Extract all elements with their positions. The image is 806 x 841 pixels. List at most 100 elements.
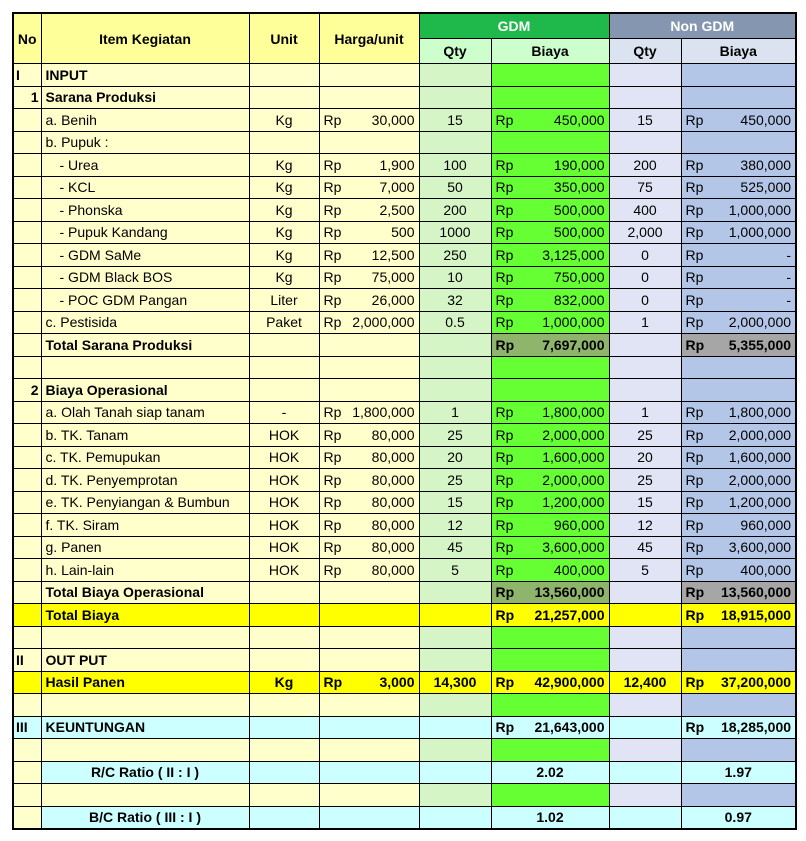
table-row: - GDM SaMe Kg Rp 12,500 250 Rp 3,125,000 0 Rp - [12,243,797,267]
gdm-qty-cell [418,805,492,829]
amount: 1,000,000 [728,201,792,218]
non-gdm-cost-cell [680,738,797,762]
amount: - [786,246,792,263]
money: Rp 37,200,000 [686,674,792,690]
gdm-qty-cell: 20 [418,445,492,469]
currency: Rp [323,426,342,443]
non-gdm-cost-cell [680,63,797,87]
amount: 3,600,000 [728,539,792,556]
money: Rp 80,000 [324,427,415,443]
amount: 400,000 [553,561,605,578]
table-row: Total Biaya Rp 21,257,000 Rp 18,915,000 [12,603,797,627]
table-row: II OUT PUT [12,648,797,672]
money: Rp 190,000 [496,157,605,173]
unit-cell: Kg [248,670,320,694]
money: Rp 960,000 [496,517,605,533]
non-gdm-qty-cell: 45 [608,535,682,559]
non-gdm-qty-cell: 12,400 [608,670,682,694]
table-row: - KCL Kg Rp 7,000 50 Rp 350,000 75 Rp 525,000 [12,175,797,199]
unit-cell: Kg [248,175,320,199]
price-cell [318,580,420,604]
item-cell: - Phonska [40,198,250,222]
unit-cell [248,580,320,604]
unit-cell: Kg [248,243,320,267]
non-gdm-qty-cell: 400 [608,198,682,222]
non-gdm-cost-cell: Rp 1,200,000 [680,490,797,514]
gdm-cost-cell: Rp 500,000 [490,198,610,222]
amount: 3,125,000 [542,246,605,263]
currency: Rp [495,156,514,173]
gdm-cost-cell: Rp 2,000,000 [490,468,610,492]
money: Rp 1,000,000 [496,314,605,330]
amount: 5,355,000 [728,336,792,353]
currency: Rp [323,291,342,308]
item-cell: d. TK. Penyemprotan [40,468,250,492]
header-price: Harga/unit [318,12,420,64]
no-cell [12,805,42,829]
money: Rp 3,600,000 [496,539,605,555]
gdm-cost-cell: 2.02 [490,760,610,784]
unit-cell [248,63,320,87]
non-gdm-qty-cell: 5 [608,558,682,582]
amount: 3,600,000 [542,539,605,556]
unit-cell [248,85,320,109]
no-cell [12,288,42,312]
gdm-qty-cell [418,355,492,379]
non-gdm-qty-cell [608,760,682,784]
non-gdm-cost-cell: Rp 5,355,000 [680,333,797,357]
currency: Rp [495,494,514,511]
amount: 3,000 [379,674,415,691]
gdm-qty-cell [418,738,492,762]
item-cell: B/C Ratio ( III : I ) [40,805,250,829]
non-gdm-qty-cell [608,63,682,87]
gdm-cost-cell: 1.02 [490,805,610,829]
header-non-gdm-cost: Biaya [680,38,797,64]
non-gdm-cost-cell: Rp 380,000 [680,153,797,177]
price-cell: Rp 75,000 [318,265,420,289]
currency: Rp [495,111,514,128]
no-cell [12,738,42,762]
item-cell [40,625,250,649]
table-row: - Pupuk Kandang Kg Rp 500 1000 Rp 500,000 2,000… [12,220,797,244]
non-gdm-qty-cell [608,130,682,154]
money: Rp 450,000 [496,112,605,128]
non-gdm-qty-cell [608,738,682,762]
non-gdm-qty-cell: 200 [608,153,682,177]
no-cell [12,220,42,244]
item-cell: Biaya Operasional [40,378,250,402]
currency: Rp [495,561,514,578]
gdm-qty-cell: 45 [418,535,492,559]
item-cell: h. Lain-lain [40,558,250,582]
gdm-qty-cell [418,63,492,87]
gdm-cost-cell: Rp 1,000,000 [490,310,610,334]
gdm-cost-cell [490,63,610,87]
non-gdm-qty-cell: 1 [608,310,682,334]
no-cell [12,175,42,199]
header-unit: Unit [248,12,320,64]
amount: 42,900,000 [534,674,605,691]
amount: - [786,269,792,286]
currency: Rp [323,246,342,263]
gdm-cost-cell [490,693,610,717]
price-cell [318,355,420,379]
gdm-cost-cell: Rp 21,257,000 [490,603,610,627]
money: Rp 2,000,000 [496,472,605,488]
gdm-qty-cell: 100 [418,153,492,177]
table-row: a. Olah Tanah siap tanam - Rp 1,800,000 1 Rp 1… [12,400,797,424]
non-gdm-cost-cell: Rp - [680,265,797,289]
gdm-cost-cell: Rp 3,600,000 [490,535,610,559]
currency: Rp [685,269,704,286]
amount: 1,000,000 [542,314,605,331]
amount: 1,800,000 [542,404,605,421]
amount: 1,800,000 [728,404,792,421]
amount: 380,000 [740,156,792,173]
money: Rp 13,560,000 [686,584,792,600]
currency: Rp [495,606,515,623]
no-cell [12,625,42,649]
header-gdm-cost: Biaya [490,38,610,64]
gdm-cost-cell: Rp 1,600,000 [490,445,610,469]
table-row: Total Biaya Operasional Rp 13,560,000 Rp 13,… [12,580,797,604]
item-cell: c. Pestisida [40,310,250,334]
unit-cell: Paket [248,310,320,334]
money: Rp 21,257,000 [496,607,605,623]
